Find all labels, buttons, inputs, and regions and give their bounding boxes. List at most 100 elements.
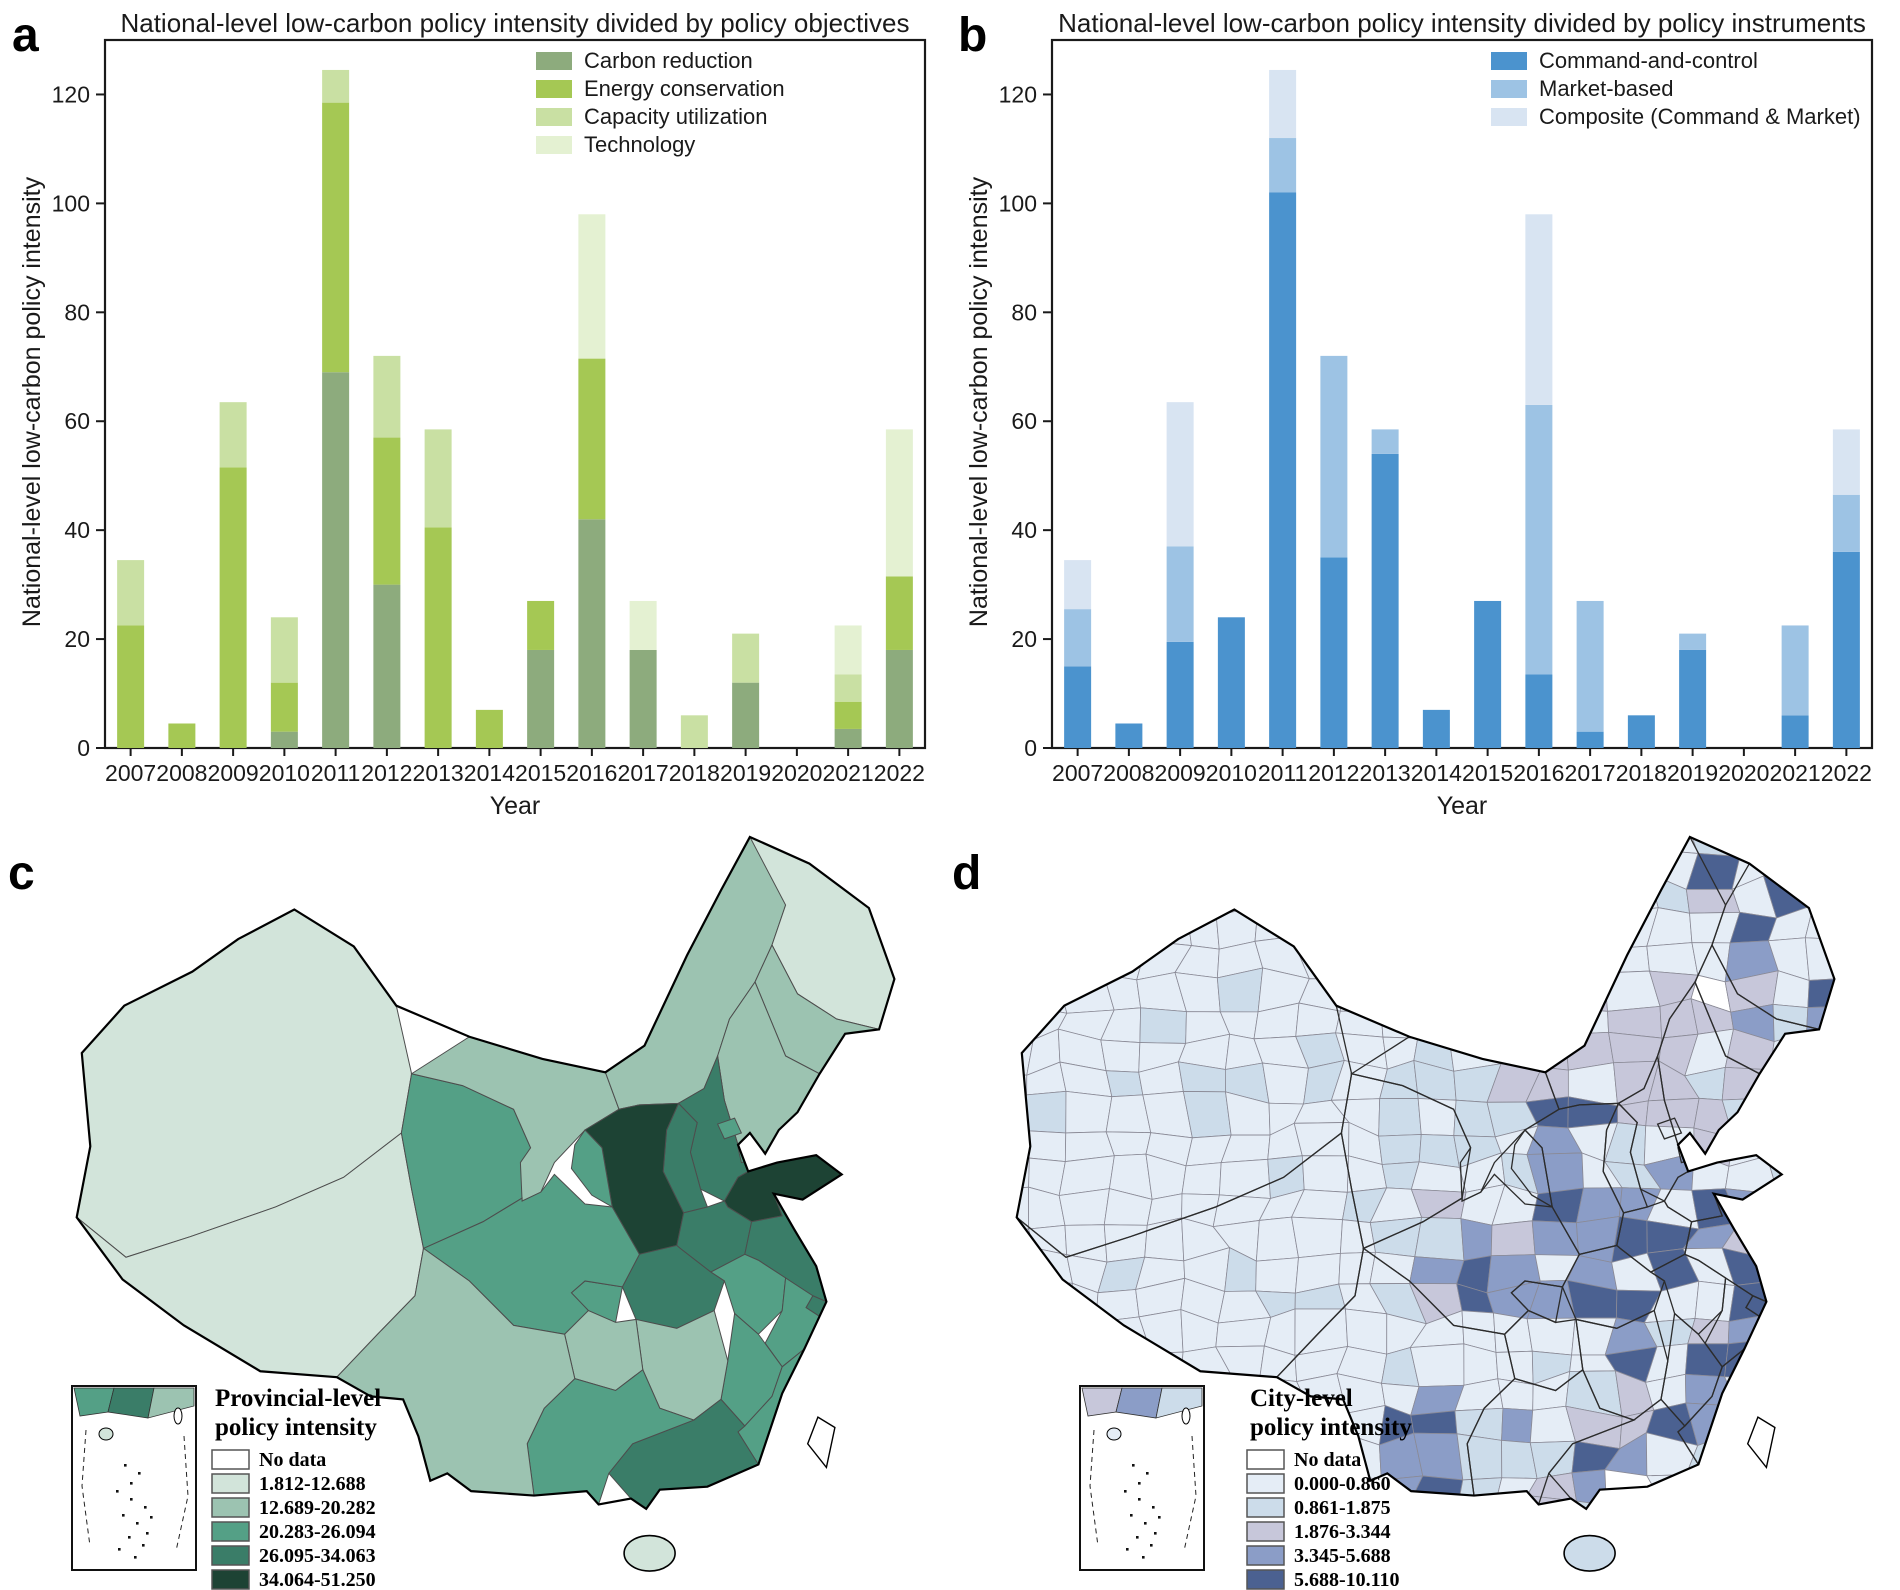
city-cell — [1531, 912, 1581, 947]
legend-swatch-market-based — [1491, 80, 1527, 98]
x-tick-label-2021: 2021 — [823, 760, 874, 786]
y-tick-label-80: 80 — [1011, 299, 1037, 325]
inset-islet — [122, 1514, 125, 1517]
city-cell — [1768, 1098, 1813, 1135]
city-cell — [1016, 1410, 1035, 1445]
city-cell — [1258, 854, 1298, 886]
city-cell — [1777, 1562, 1809, 1590]
city-cell — [1067, 880, 1100, 914]
inset-hainan — [98, 1427, 114, 1441]
x-tick-label-2007: 2007 — [1052, 760, 1103, 786]
city-cell — [1030, 1380, 1063, 1411]
city-cell — [1695, 1281, 1735, 1321]
city-cell — [1852, 1000, 1880, 1037]
city-cell — [1024, 1527, 1074, 1561]
city-cell — [1415, 1217, 1464, 1260]
bar-2007-capacity-utilization — [117, 560, 145, 626]
bar-2015-carbon-reduction — [527, 649, 555, 748]
bar-2014-command-and-control — [1422, 709, 1450, 748]
inset-boundary-line-right — [1183, 1435, 1197, 1552]
x-tick-label-2013: 2013 — [413, 760, 464, 786]
legend-label-carbon-reduction: Carbon reduction — [584, 48, 753, 73]
city-cell — [1691, 1566, 1726, 1590]
city-cell — [1293, 847, 1348, 880]
chart-b-title: National-level low-carbon policy intensi… — [1058, 8, 1866, 38]
city-cell — [1256, 1217, 1298, 1261]
city-cell — [1016, 836, 1034, 853]
city-cell — [1016, 1229, 1034, 1248]
map-legend-label-5: 34.064-51.250 — [259, 1569, 376, 1590]
legend-swatch-carbon-reduction — [536, 52, 572, 70]
city-cell — [1147, 1352, 1183, 1380]
x-tick-label-2018: 2018 — [1616, 760, 1667, 786]
taiwan-island — [1748, 1417, 1775, 1467]
city-cell — [1258, 875, 1299, 906]
x-tick-label-2015: 2015 — [1462, 760, 1513, 786]
city-cell — [1016, 1073, 1027, 1098]
city-cell — [1684, 1495, 1733, 1509]
map-legend-label-3: 1.876-3.344 — [1294, 1521, 1391, 1543]
bar-2016-carbon-reduction — [578, 519, 606, 748]
city-cell — [1370, 1217, 1421, 1256]
city-cell — [1572, 1470, 1607, 1505]
city-cell — [1767, 1254, 1810, 1291]
city-cell — [1843, 1528, 1886, 1569]
city-cell — [1186, 908, 1219, 949]
city-cell — [1138, 877, 1187, 910]
city-cell — [1066, 1091, 1112, 1133]
inset-coast-3 — [147, 1387, 195, 1419]
map-legend-label-5: 5.688-10.110 — [1294, 1569, 1400, 1590]
inset-islet — [1158, 1516, 1161, 1519]
city-cell — [1016, 1006, 1033, 1042]
bar-2022-technology — [885, 429, 913, 577]
city-cell — [1067, 910, 1104, 950]
x-tick-label-2007: 2007 — [105, 760, 156, 786]
bar-2018-command-and-control — [1627, 715, 1655, 748]
map-legend-swatch-5 — [1246, 1569, 1285, 1590]
bar-2021-market-based — [1781, 625, 1809, 716]
city-cell — [1568, 836, 1613, 854]
map-legend-swatch-3 — [1246, 1521, 1285, 1542]
city-cell — [1070, 844, 1113, 885]
city-cell — [1219, 1159, 1270, 1198]
city-cell — [1686, 889, 1739, 913]
x-tick-label-2010: 2010 — [1206, 760, 1257, 786]
y-tick-label-60: 60 — [1011, 408, 1037, 434]
x-tick-label-2019: 2019 — [1667, 760, 1718, 786]
city-cell — [1026, 1350, 1063, 1384]
x-tick-label-2014: 2014 — [1411, 760, 1462, 786]
city-cell — [983, 1527, 1028, 1563]
city-cell — [1812, 1405, 1835, 1440]
city-cell — [1411, 1526, 1453, 1568]
city-cell — [1370, 845, 1421, 887]
city-cell — [1016, 1475, 1035, 1504]
city-cell — [1812, 1375, 1835, 1406]
city-cell — [1379, 1099, 1422, 1137]
chart-b-xlabel: Year — [1436, 792, 1488, 820]
bar-2015-energy-conservation — [527, 600, 555, 650]
city-cell — [1488, 936, 1539, 977]
y-tick-label-0: 0 — [1024, 735, 1037, 761]
city-cell — [1529, 874, 1581, 918]
city-cell — [1842, 1312, 1892, 1341]
city-cell — [1764, 1226, 1811, 1259]
y-tick-label-100: 100 — [999, 190, 1037, 216]
bar-2011-capacity-utilization — [322, 69, 350, 103]
x-tick-label-2012: 2012 — [361, 760, 412, 786]
bar-2009-capacity-utilization — [219, 402, 247, 468]
city-cell — [1804, 1532, 1855, 1573]
city-cell — [1538, 977, 1579, 1010]
city-cell — [1256, 1258, 1299, 1293]
city-cell — [1578, 878, 1609, 915]
city-cell — [1805, 905, 1835, 940]
city-cell — [1807, 1032, 1835, 1076]
city-cell — [1885, 1218, 1900, 1259]
city-cell — [1488, 971, 1539, 1010]
bar-2007-market-based — [1064, 609, 1092, 667]
bar-2022-carbon-reduction — [885, 649, 913, 748]
city-cell — [1605, 1559, 1660, 1590]
city-cell — [1845, 1469, 1884, 1503]
legend-label-composite-command-market: Composite (Command & Market) — [1539, 104, 1861, 129]
